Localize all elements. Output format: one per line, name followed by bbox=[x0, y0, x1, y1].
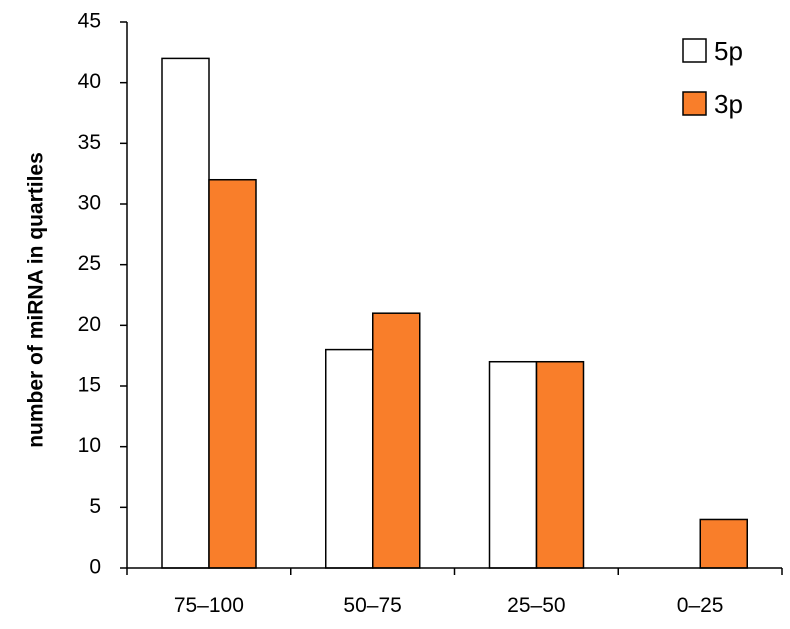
bar-3p-1 bbox=[372, 312, 421, 569]
legend-label-5p: 5p bbox=[714, 36, 743, 66]
legend-swatch-5p bbox=[682, 38, 707, 63]
x-tick-label: 25–50 bbox=[507, 594, 565, 617]
y-tick-label: 40 bbox=[78, 70, 101, 93]
y-axis: 0 5 10 15 20 25 30 35 40 45 bbox=[78, 10, 128, 579]
bar-3p-0 bbox=[208, 178, 257, 569]
y-axis-title: number of miRNA in quartiles bbox=[25, 152, 48, 448]
y-tick-label: 20 bbox=[78, 313, 101, 336]
y-tick-label: 10 bbox=[78, 434, 101, 457]
y-tick-label: 35 bbox=[78, 131, 101, 154]
y-tick-label: 30 bbox=[78, 192, 101, 215]
legend-swatch-3p bbox=[682, 91, 707, 116]
bar-5p-1 bbox=[325, 348, 374, 569]
y-tick-label: 45 bbox=[78, 10, 101, 33]
legend: 5p 3p bbox=[682, 36, 743, 119]
y-tick-label: 5 bbox=[89, 495, 101, 518]
y-tick-label: 0 bbox=[89, 556, 101, 579]
bar-3p-3 bbox=[699, 518, 748, 569]
x-tick-label: 75–100 bbox=[174, 594, 244, 617]
bar-5p-0 bbox=[161, 57, 210, 569]
x-axis: 75–100 50–75 25–50 0–25 bbox=[126, 567, 783, 617]
x-tick-label: 50–75 bbox=[343, 594, 401, 617]
x-tick-label: 0–25 bbox=[677, 594, 724, 617]
plot-area bbox=[161, 57, 748, 569]
legend-label-3p: 3p bbox=[714, 89, 743, 119]
bar-3p-2 bbox=[535, 360, 585, 569]
bar-5p-2 bbox=[488, 360, 538, 569]
y-tick-label: 25 bbox=[78, 252, 101, 275]
y-tick-label: 15 bbox=[78, 374, 101, 397]
